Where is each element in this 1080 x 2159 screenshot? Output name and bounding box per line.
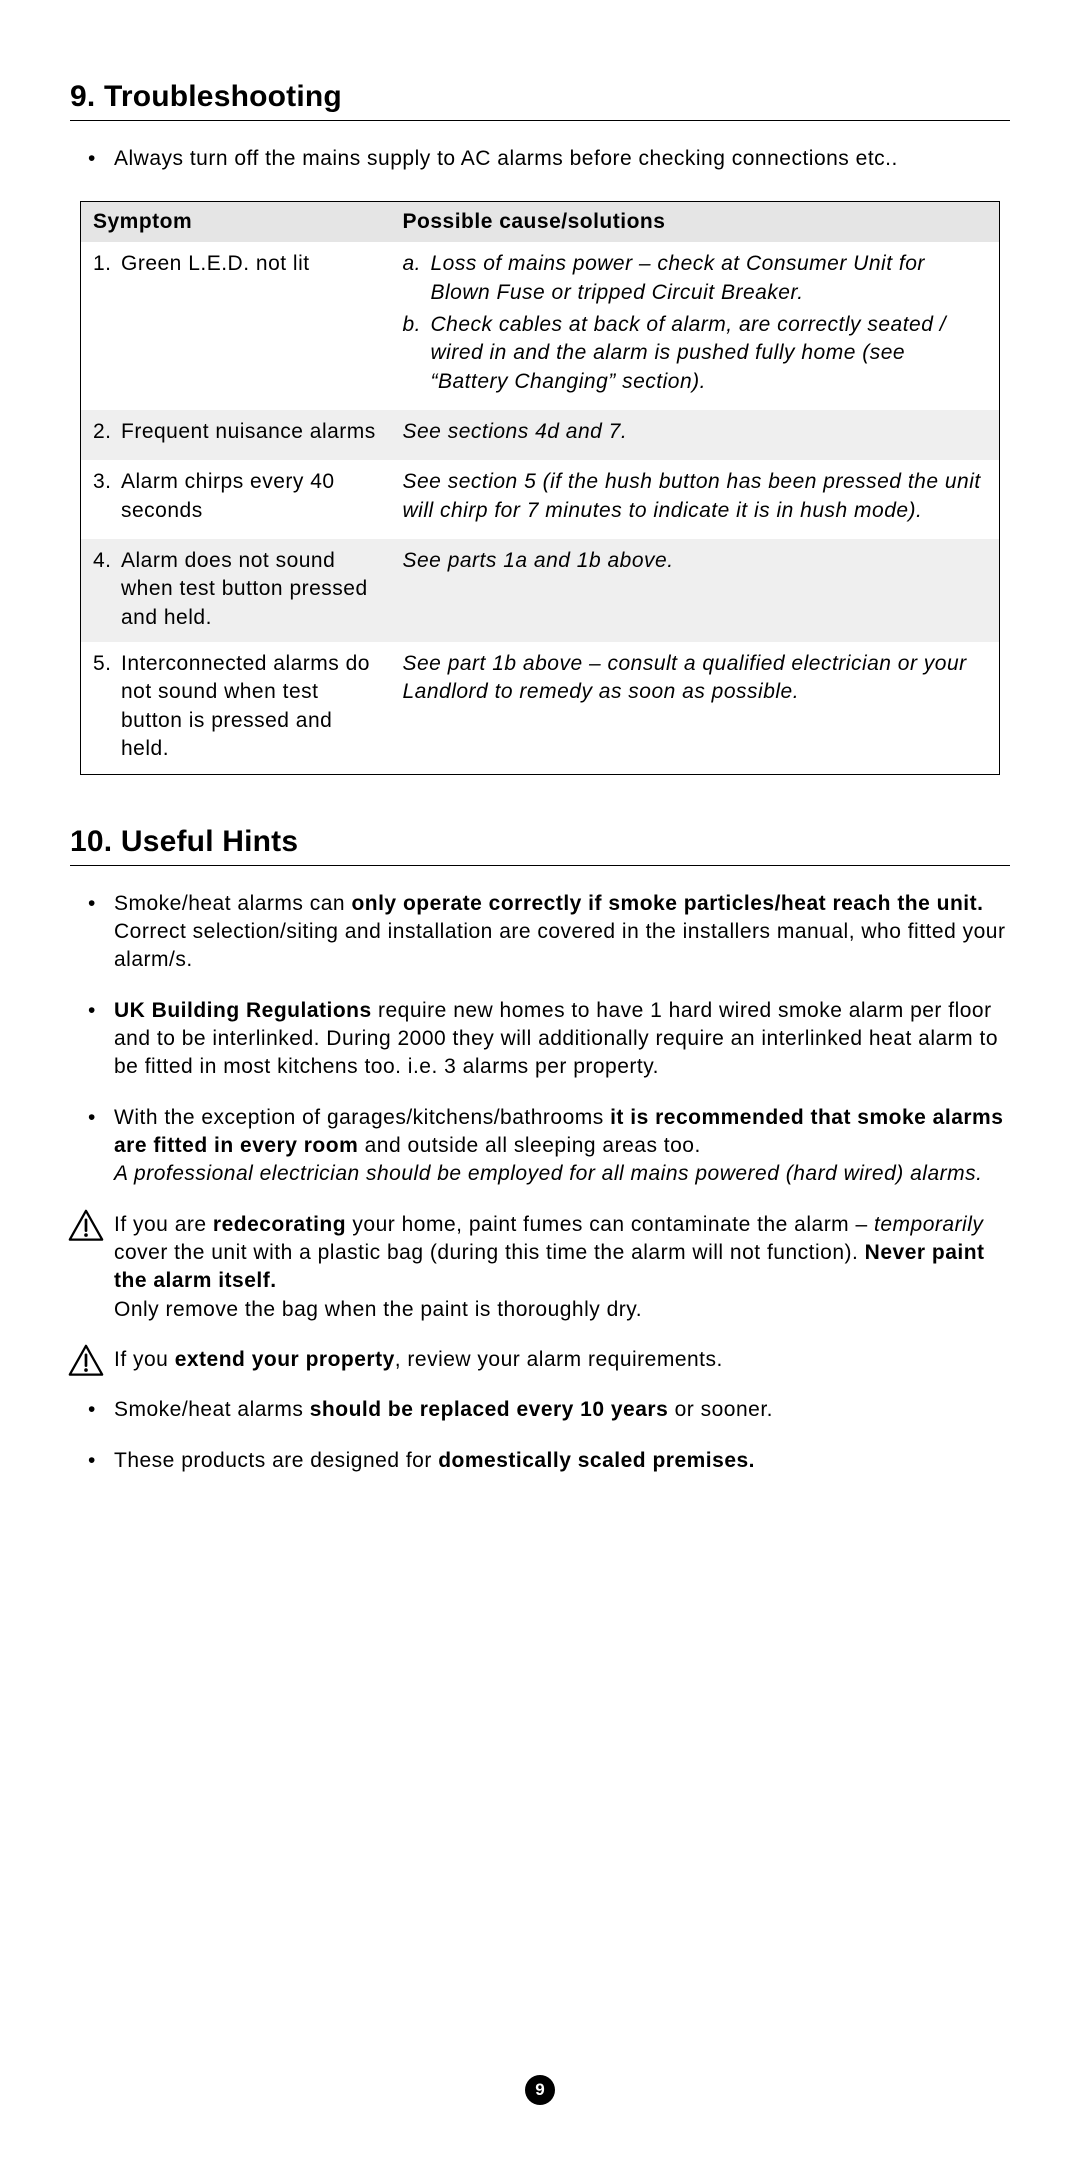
table-row: 4.Alarm does not sound when test button … bbox=[81, 539, 1000, 642]
troubleshooting-table: Symptom Possible cause/solutions 1.Green… bbox=[80, 201, 1000, 774]
table-row: 2.Frequent nuisance alarmsSee sections 4… bbox=[81, 410, 1000, 460]
table-row: 3.Alarm chirps every 40 secondsSee secti… bbox=[81, 460, 1000, 539]
symptom-cell: 5.Interconnected alarms do not sound whe… bbox=[81, 642, 391, 774]
text-run: only operate correctly if smoke particle… bbox=[351, 892, 983, 915]
section-heading-troubleshooting: 9. Troubleshooting bbox=[70, 80, 1010, 114]
list-item: Always turn off the mains supply to AC a… bbox=[70, 145, 1010, 173]
text-run: Smoke/heat alarms can bbox=[114, 892, 351, 915]
list-item: UK Building Regulations require new home… bbox=[70, 997, 1010, 1082]
section-heading-hints: 10. Useful Hints bbox=[70, 825, 1010, 859]
text-run: Smoke/heat alarms bbox=[114, 1398, 310, 1421]
solution-cell: See parts 1a and 1b above. bbox=[391, 539, 1000, 642]
text-run: redecorating bbox=[213, 1213, 346, 1236]
list-item: Smoke/heat alarms can only operate corre… bbox=[70, 890, 1010, 975]
text-run: UK Building Regulations bbox=[114, 999, 372, 1022]
list-item: With the exception of garages/kitchens/b… bbox=[70, 1104, 1010, 1189]
useful-hints-list: Smoke/heat alarms can only operate corre… bbox=[70, 890, 1010, 1476]
rule bbox=[70, 120, 1010, 121]
page-number-badge: 9 bbox=[0, 2075, 1080, 2105]
warning-icon bbox=[68, 1209, 104, 1241]
warning-icon bbox=[68, 1344, 104, 1376]
list-item: Smoke/heat alarms should be replaced eve… bbox=[70, 1396, 1010, 1424]
text-run: These products are designed for bbox=[114, 1449, 438, 1472]
document-page: 9. Troubleshooting Always turn off the m… bbox=[0, 0, 1080, 2159]
symptom-cell: 2.Frequent nuisance alarms bbox=[81, 410, 391, 460]
solution-cell: a.Loss of mains power – check at Consume… bbox=[391, 242, 1000, 410]
solution-cell: See part 1b above – consult a qualified … bbox=[391, 642, 1000, 774]
text-run: With the exception of garages/kitchens/b… bbox=[114, 1106, 610, 1129]
rule bbox=[70, 865, 1010, 866]
table-header-row: Symptom Possible cause/solutions bbox=[81, 202, 1000, 243]
text-run: A professional electrician should be emp… bbox=[114, 1162, 982, 1185]
col-header-symptom: Symptom bbox=[81, 202, 391, 243]
text-run: Correct selection/siting and installatio… bbox=[114, 920, 1005, 971]
text-run: If you bbox=[114, 1348, 175, 1371]
symptom-cell: 1.Green L.E.D. not lit bbox=[81, 242, 391, 410]
symptom-cell: 3.Alarm chirps every 40 seconds bbox=[81, 460, 391, 539]
text-run: extend your property bbox=[175, 1348, 395, 1371]
troubleshooting-intro-list: Always turn off the mains supply to AC a… bbox=[70, 145, 1010, 173]
text-run: or sooner. bbox=[668, 1398, 773, 1421]
text-run: domestically scaled premises. bbox=[438, 1449, 755, 1472]
text-run: Only remove the bag when the paint is th… bbox=[114, 1298, 642, 1321]
symptom-cell: 4.Alarm does not sound when test button … bbox=[81, 539, 391, 642]
solution-cell: See sections 4d and 7. bbox=[391, 410, 1000, 460]
text-run: cover the unit with a plastic bag (durin… bbox=[114, 1241, 865, 1264]
warning-icon bbox=[68, 1209, 104, 1241]
text-run: and outside all sleeping areas too. bbox=[358, 1134, 701, 1157]
list-item: If you extend your property, review your… bbox=[70, 1346, 1010, 1374]
list-item: If you are redecorating your home, paint… bbox=[70, 1211, 1010, 1324]
text-run: , review your alarm requirements. bbox=[395, 1348, 723, 1371]
text-run: temporarily bbox=[874, 1213, 983, 1236]
text-run: your home, paint fumes can contaminate t… bbox=[346, 1213, 874, 1236]
text-run: If you are bbox=[114, 1213, 213, 1236]
col-header-solution: Possible cause/solutions bbox=[391, 202, 1000, 243]
list-item: These products are designed for domestic… bbox=[70, 1447, 1010, 1475]
table-row: 5.Interconnected alarms do not sound whe… bbox=[81, 642, 1000, 774]
text-run: should be replaced every 10 years bbox=[310, 1398, 669, 1421]
table-row: 1.Green L.E.D. not lita.Loss of mains po… bbox=[81, 242, 1000, 410]
warning-icon bbox=[68, 1344, 104, 1376]
page-number: 9 bbox=[525, 2075, 555, 2105]
solution-cell: See section 5 (if the hush button has be… bbox=[391, 460, 1000, 539]
